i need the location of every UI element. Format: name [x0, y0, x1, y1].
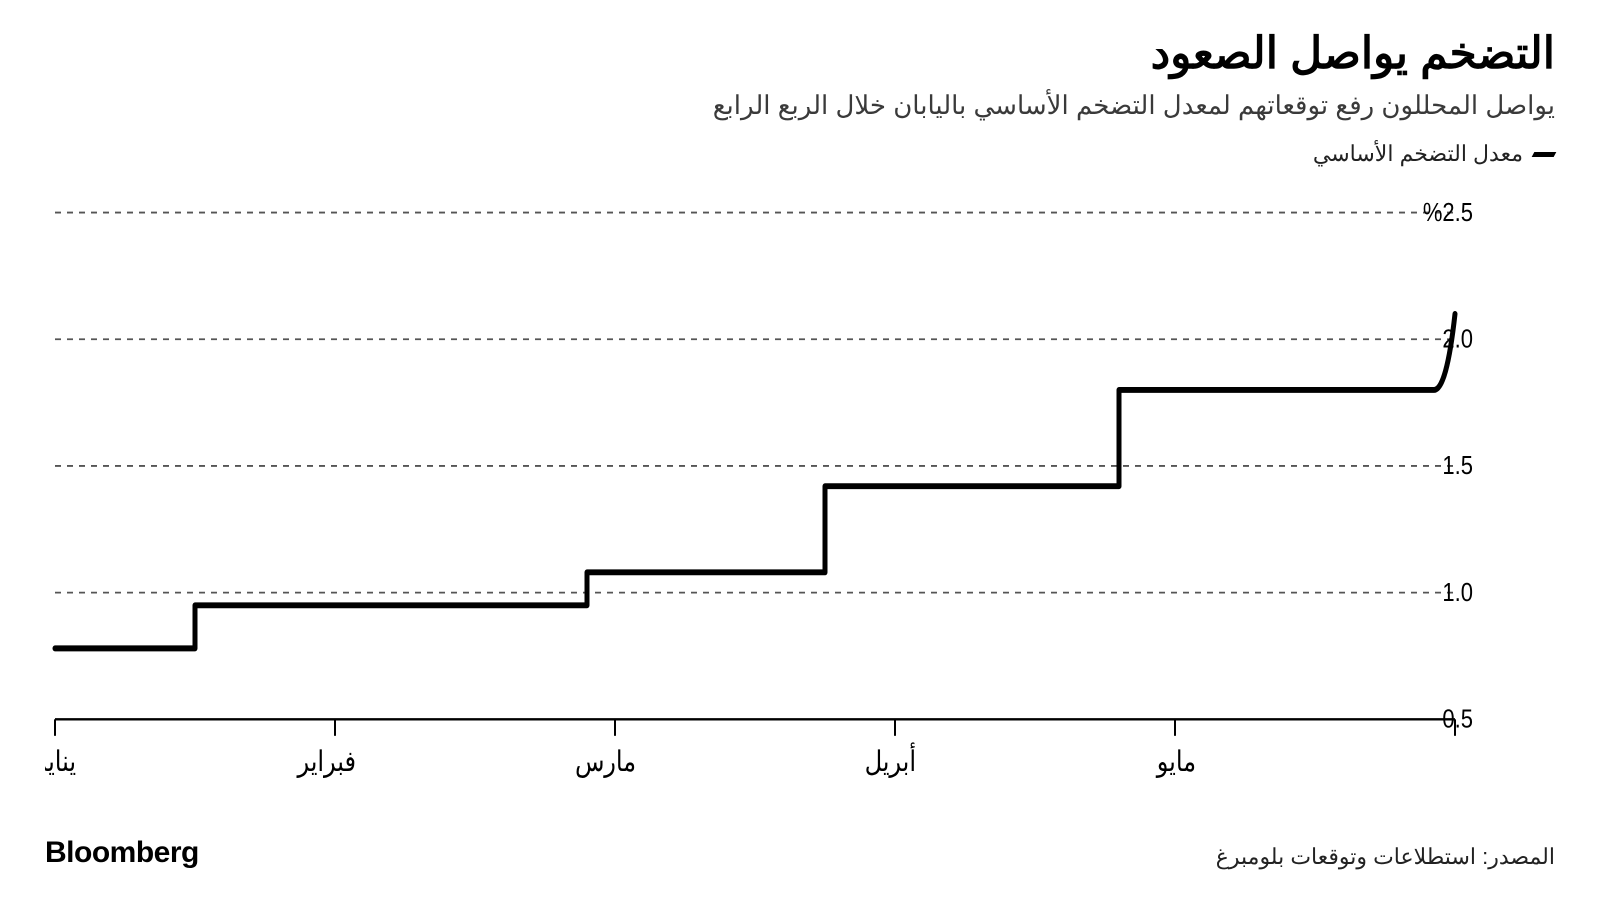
y-tick-label: 1.0 — [1442, 578, 1473, 607]
source-text: المصدر: استطلاعات وتوقعات بلومبرغ — [1216, 844, 1555, 870]
x-tick-label: فبراير — [296, 745, 356, 778]
chart-title: التضخم يواصل الصعود — [45, 28, 1555, 81]
y-tick-label: %2.5 — [1423, 198, 1473, 227]
series-line — [55, 314, 1455, 648]
x-tick-label: مارس — [575, 745, 636, 778]
y-tick-label: 2.0 — [1442, 325, 1473, 354]
x-tick-label: يناير — [45, 745, 76, 778]
chart-legend: معدل التضخم الأساسي — [45, 141, 1555, 167]
legend-line-icon — [1532, 152, 1557, 157]
x-tick-label: مايو — [1155, 745, 1196, 778]
brand-logo: Bloomberg — [45, 836, 199, 870]
y-tick-label: 1.5 — [1442, 452, 1473, 481]
x-tick-label: أبريل — [865, 742, 916, 779]
chart-area: 0.51.01.52.0%2.5ينايرفبرايرمارسأبريلمايو — [45, 189, 1555, 802]
chart-subtitle: يواصل المحللون رفع توقعاتهم لمعدل التضخم… — [45, 87, 1555, 123]
chart-svg: 0.51.01.52.0%2.5ينايرفبرايرمارسأبريلمايو — [45, 189, 1555, 802]
legend-label: معدل التضخم الأساسي — [1313, 141, 1523, 167]
